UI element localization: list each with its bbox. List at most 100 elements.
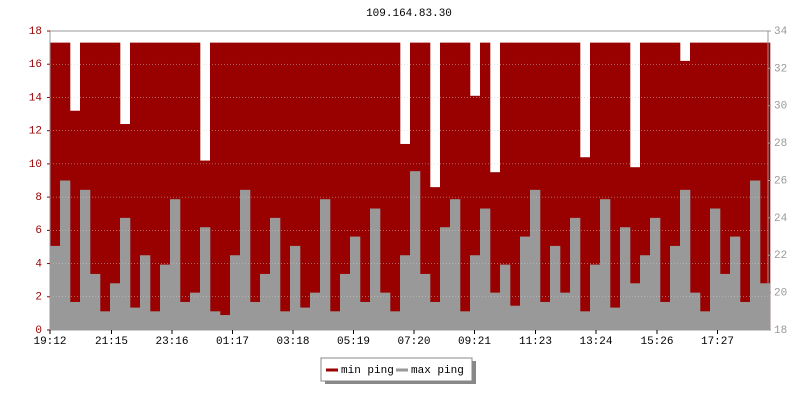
- bar: [350, 236, 361, 330]
- bar: [170, 199, 181, 330]
- bar: [190, 292, 201, 330]
- bar: [60, 180, 71, 330]
- bar: [200, 227, 211, 330]
- bar: [290, 42, 301, 330]
- bar: [570, 42, 581, 330]
- bar: [180, 301, 191, 330]
- bar: [330, 42, 341, 330]
- bar: [410, 171, 421, 330]
- y-tick-label: 14: [29, 92, 43, 104]
- bar: [150, 311, 161, 330]
- bar: [220, 42, 231, 330]
- bar: [470, 255, 481, 330]
- bar: [360, 42, 371, 330]
- y2-tick-label: 28: [774, 138, 787, 150]
- bar: [580, 311, 591, 330]
- bar: [110, 42, 121, 330]
- bar: [700, 42, 711, 330]
- bar: [270, 42, 281, 330]
- bar: [620, 42, 631, 330]
- bar: [540, 42, 551, 330]
- bar: [630, 167, 641, 330]
- bar: [140, 255, 151, 330]
- x-tick-label: 09:21: [458, 336, 491, 348]
- bar: [120, 217, 131, 330]
- bar: [230, 255, 241, 330]
- bar: [150, 42, 161, 330]
- bar: [590, 42, 601, 330]
- bar: [320, 199, 331, 330]
- bar: [430, 301, 441, 330]
- bar: [690, 42, 701, 330]
- bar: [650, 217, 661, 330]
- y-tick-label: 6: [35, 225, 42, 237]
- bar: [450, 199, 461, 330]
- bar: [610, 307, 621, 330]
- bar: [140, 42, 151, 330]
- bar: [370, 208, 381, 330]
- bar: [300, 307, 311, 330]
- bar: [80, 42, 91, 330]
- bar: [650, 42, 661, 330]
- x-tick-label: 17:27: [701, 336, 734, 348]
- bar: [510, 42, 521, 330]
- bar: [50, 245, 61, 330]
- bar: [490, 172, 501, 330]
- bar: [420, 273, 431, 330]
- y-tick-label: 4: [35, 258, 42, 270]
- bar: [80, 189, 91, 330]
- bar: [310, 292, 321, 330]
- bar: [450, 42, 461, 330]
- x-tick-label: 11:23: [519, 336, 552, 348]
- x-tick-label: 07:20: [397, 336, 430, 348]
- bar: [530, 189, 541, 330]
- y-tick-label: 12: [29, 126, 42, 138]
- bar: [210, 42, 221, 330]
- bar: [710, 208, 721, 330]
- bar: [260, 273, 271, 330]
- y2-tick-label: 34: [774, 26, 788, 38]
- bar: [470, 95, 481, 331]
- bar: [390, 42, 401, 330]
- bar: [610, 42, 621, 330]
- bar: [630, 283, 641, 330]
- bar: [700, 311, 711, 330]
- bar: [690, 292, 701, 330]
- bar: [310, 42, 321, 330]
- bar: [720, 273, 731, 330]
- y2-tick-label: 24: [774, 213, 788, 225]
- bar: [350, 42, 361, 330]
- y-tick-label: 0: [35, 325, 42, 337]
- chart-title: 109.164.83.30: [366, 8, 452, 20]
- bar: [400, 143, 411, 330]
- bar: [160, 42, 171, 330]
- bar: [360, 301, 371, 330]
- y2-tick-label: 22: [774, 250, 787, 262]
- y-tick-label: 18: [29, 26, 42, 38]
- bar: [180, 42, 191, 330]
- bar: [520, 236, 531, 330]
- bar: [530, 42, 541, 330]
- bar: [130, 307, 141, 330]
- bar: [380, 292, 391, 330]
- bar: [70, 301, 81, 330]
- x-tick-label: 13:24: [579, 336, 612, 348]
- y-tick-label: 8: [35, 192, 42, 204]
- bar: [250, 42, 261, 330]
- bar: [520, 42, 531, 330]
- bar: [540, 301, 551, 330]
- bar: [160, 264, 171, 330]
- bar: [460, 42, 471, 330]
- legend-label: min ping: [341, 365, 394, 377]
- bar: [760, 283, 771, 330]
- bar: [490, 292, 501, 330]
- bar: [430, 187, 441, 330]
- bar: [70, 110, 81, 330]
- bar: [280, 311, 291, 330]
- bar: [110, 283, 121, 330]
- bar: [670, 245, 681, 330]
- bar: [550, 42, 561, 330]
- bar: [590, 264, 601, 330]
- bar: [500, 264, 511, 330]
